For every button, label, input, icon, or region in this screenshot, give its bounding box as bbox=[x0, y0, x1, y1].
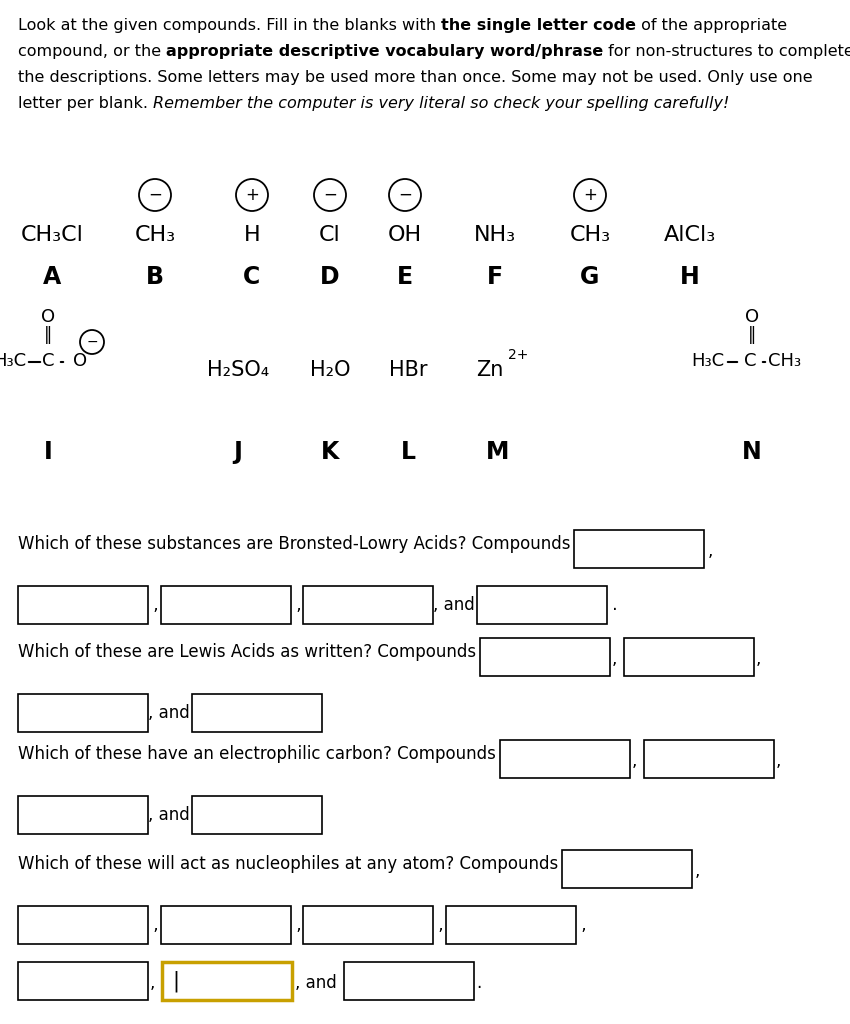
Text: H: H bbox=[680, 265, 700, 289]
FancyBboxPatch shape bbox=[500, 740, 630, 778]
Text: CH₃: CH₃ bbox=[768, 352, 802, 370]
Text: C: C bbox=[42, 352, 54, 370]
Text: |: | bbox=[172, 971, 179, 992]
Text: D: D bbox=[320, 265, 340, 289]
FancyBboxPatch shape bbox=[192, 796, 322, 834]
Text: ,: , bbox=[148, 596, 159, 614]
FancyBboxPatch shape bbox=[643, 740, 774, 778]
Text: the single letter code: the single letter code bbox=[441, 18, 637, 33]
FancyBboxPatch shape bbox=[303, 906, 434, 944]
Text: ,: , bbox=[291, 596, 301, 614]
Text: ,: , bbox=[291, 916, 301, 934]
FancyBboxPatch shape bbox=[18, 586, 148, 624]
FancyBboxPatch shape bbox=[303, 586, 434, 624]
Text: Zn: Zn bbox=[476, 360, 504, 380]
Text: ,: , bbox=[776, 752, 781, 770]
Text: I: I bbox=[43, 440, 53, 464]
Text: +: + bbox=[245, 186, 259, 204]
FancyBboxPatch shape bbox=[562, 850, 692, 888]
Text: the descriptions. Some letters may be used more than once. Some may not be used.: the descriptions. Some letters may be us… bbox=[18, 70, 813, 85]
Text: H₃C: H₃C bbox=[0, 352, 26, 370]
Text: K: K bbox=[320, 440, 339, 464]
Text: G: G bbox=[581, 265, 600, 289]
Text: O: O bbox=[73, 352, 87, 370]
Text: J: J bbox=[234, 440, 242, 464]
Text: F: F bbox=[487, 265, 503, 289]
Text: OH: OH bbox=[388, 225, 422, 245]
Text: 2+: 2+ bbox=[507, 348, 528, 362]
Text: letter per blank.: letter per blank. bbox=[18, 96, 153, 111]
Text: O: O bbox=[41, 308, 55, 326]
Text: of the appropriate: of the appropriate bbox=[637, 18, 787, 33]
Text: .: . bbox=[607, 596, 617, 614]
Text: Which of these have an electrophilic carbon? Compounds: Which of these have an electrophilic car… bbox=[18, 745, 496, 763]
Text: CH₃: CH₃ bbox=[570, 225, 610, 245]
Text: −: − bbox=[148, 186, 162, 204]
FancyBboxPatch shape bbox=[161, 906, 291, 944]
Text: Which of these are Lewis Acids as written? Compounds: Which of these are Lewis Acids as writte… bbox=[18, 643, 476, 662]
Text: CH₃: CH₃ bbox=[134, 225, 176, 245]
Text: H₂SO₄: H₂SO₄ bbox=[207, 360, 269, 380]
Text: HBr: HBr bbox=[388, 360, 428, 380]
Text: , and: , and bbox=[148, 806, 190, 824]
Text: compound, or the: compound, or the bbox=[18, 44, 167, 59]
Text: −: − bbox=[86, 335, 98, 349]
Text: ‖: ‖ bbox=[748, 326, 756, 344]
Text: ,: , bbox=[756, 650, 762, 668]
FancyBboxPatch shape bbox=[192, 694, 322, 732]
Text: ,: , bbox=[632, 752, 638, 770]
Text: Which of these substances are Bronsted-Lowry Acids? Compounds: Which of these substances are Bronsted-L… bbox=[18, 535, 570, 553]
Text: O: O bbox=[745, 308, 759, 326]
FancyBboxPatch shape bbox=[161, 586, 291, 624]
Text: Which of these will act as nucleophiles at any atom? Compounds: Which of these will act as nucleophiles … bbox=[18, 855, 558, 873]
Text: H: H bbox=[244, 225, 260, 245]
Text: E: E bbox=[397, 265, 413, 289]
Text: .: . bbox=[476, 974, 481, 992]
Text: appropriate descriptive vocabulary word/phrase: appropriate descriptive vocabulary word/… bbox=[167, 44, 604, 59]
Text: ,: , bbox=[694, 862, 700, 880]
Text: Cl: Cl bbox=[319, 225, 341, 245]
FancyBboxPatch shape bbox=[18, 962, 148, 1000]
Text: −: − bbox=[323, 186, 337, 204]
Text: ‖: ‖ bbox=[44, 326, 52, 344]
Text: Remember the computer is very literal so check your spelling carefully!: Remember the computer is very literal so… bbox=[153, 96, 729, 111]
Text: Look at the given compounds. Fill in the blanks with: Look at the given compounds. Fill in the… bbox=[18, 18, 441, 33]
FancyBboxPatch shape bbox=[18, 694, 148, 732]
Text: +: + bbox=[583, 186, 597, 204]
Text: N: N bbox=[742, 440, 762, 464]
FancyBboxPatch shape bbox=[18, 906, 148, 944]
Text: ,: , bbox=[148, 916, 159, 934]
Text: ,: , bbox=[150, 974, 156, 992]
Text: CH₃Cl: CH₃Cl bbox=[20, 225, 83, 245]
Text: −: − bbox=[398, 186, 412, 204]
Text: A: A bbox=[42, 265, 61, 289]
Text: , and: , and bbox=[434, 596, 475, 614]
Text: , and: , and bbox=[148, 705, 190, 722]
Text: L: L bbox=[400, 440, 416, 464]
Text: H₃C: H₃C bbox=[691, 352, 724, 370]
Text: for non-structures to complete: for non-structures to complete bbox=[604, 44, 850, 59]
FancyBboxPatch shape bbox=[18, 796, 148, 834]
Text: AlCl₃: AlCl₃ bbox=[664, 225, 716, 245]
Text: NH₃: NH₃ bbox=[474, 225, 516, 245]
FancyBboxPatch shape bbox=[624, 638, 754, 676]
FancyBboxPatch shape bbox=[477, 586, 607, 624]
Text: ,: , bbox=[707, 542, 713, 560]
Text: C: C bbox=[744, 352, 756, 370]
Text: ,: , bbox=[434, 916, 444, 934]
FancyBboxPatch shape bbox=[480, 638, 610, 676]
Text: H₂O: H₂O bbox=[309, 360, 350, 380]
Text: B: B bbox=[146, 265, 164, 289]
FancyBboxPatch shape bbox=[162, 962, 292, 1000]
FancyBboxPatch shape bbox=[446, 906, 575, 944]
FancyBboxPatch shape bbox=[344, 962, 474, 1000]
Text: M: M bbox=[486, 440, 510, 464]
Text: , and: , and bbox=[295, 974, 337, 992]
Text: ,: , bbox=[575, 916, 586, 934]
FancyBboxPatch shape bbox=[575, 530, 705, 568]
Text: C: C bbox=[243, 265, 261, 289]
Text: ,: , bbox=[612, 650, 617, 668]
